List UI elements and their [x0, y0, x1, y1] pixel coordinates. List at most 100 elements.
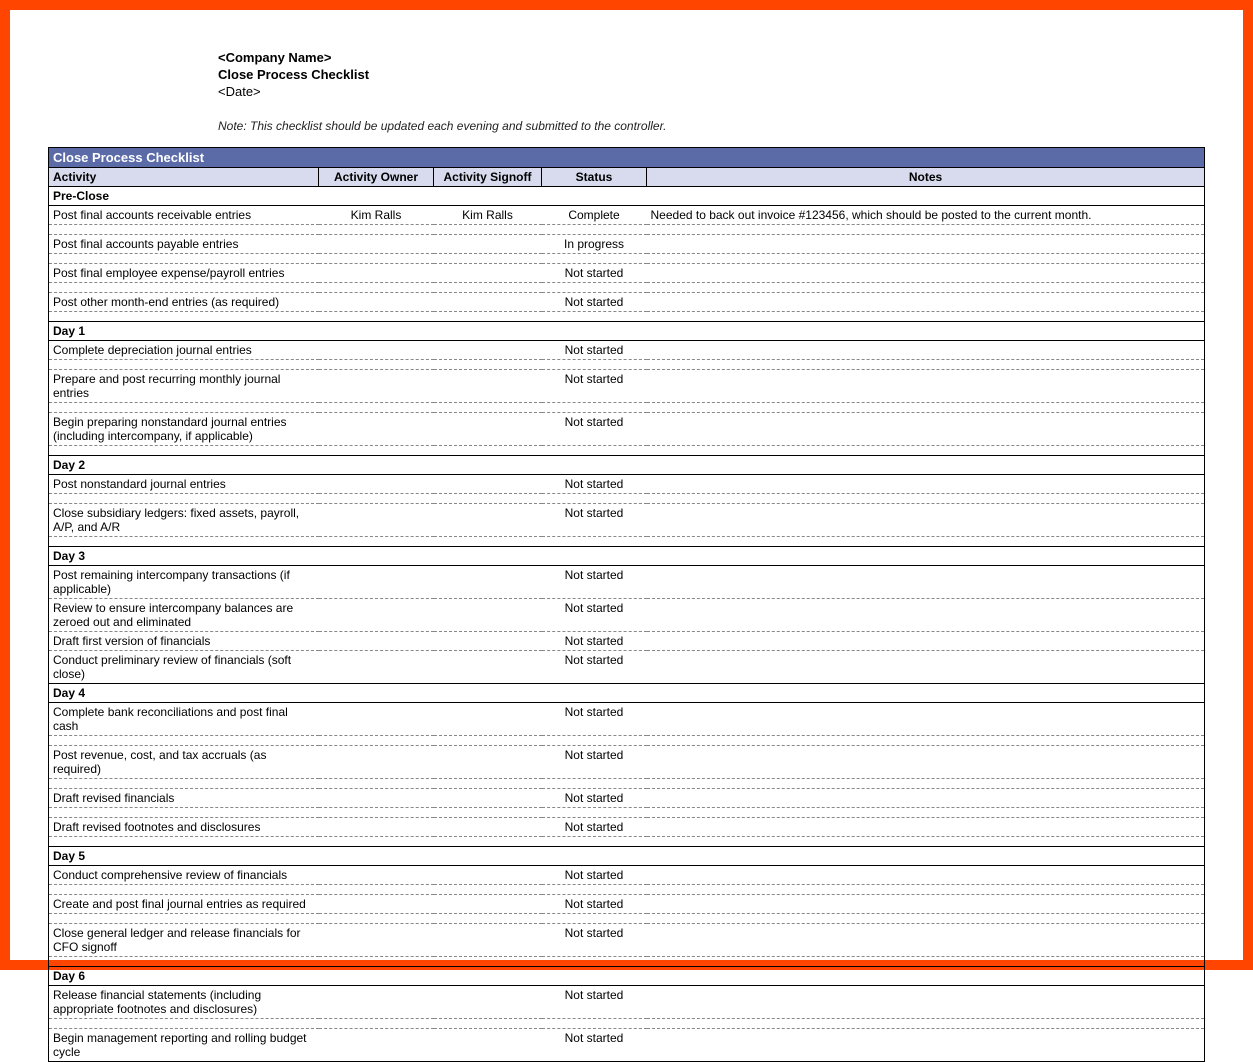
- cell-owner: [319, 650, 434, 683]
- cell-status: Not started: [542, 565, 647, 598]
- row-spacer: [49, 282, 1205, 292]
- cell-owner: [319, 865, 434, 884]
- table-row: Post remaining intercompany transactions…: [49, 565, 1205, 598]
- cell-activity: Draft revised financials: [49, 788, 319, 807]
- cell-signoff: [434, 292, 542, 311]
- cell-activity: Post final employee expense/payroll entr…: [49, 263, 319, 282]
- cell-owner: [319, 1028, 434, 1061]
- cell-notes: [647, 817, 1205, 836]
- section-header: Day 2: [49, 455, 1205, 474]
- table-row: Begin preparing nonstandard journal entr…: [49, 412, 1205, 445]
- cell-notes: [647, 598, 1205, 631]
- checklist-table: Close Process ChecklistActivityActivity …: [48, 147, 1205, 1062]
- cell-owner: [319, 817, 434, 836]
- cell-notes: [647, 340, 1205, 359]
- cell-activity: Begin preparing nonstandard journal entr…: [49, 412, 319, 445]
- cell-signoff: [434, 598, 542, 631]
- cell-signoff: Kim Ralls: [434, 205, 542, 224]
- section-header: Day 3: [49, 546, 1205, 565]
- table-row: Post final accounts payable entriesIn pr…: [49, 234, 1205, 253]
- cell-signoff: [434, 1028, 542, 1061]
- cell-activity: Post nonstandard journal entries: [49, 474, 319, 493]
- table-row: Review to ensure intercompany balances a…: [49, 598, 1205, 631]
- cell-status: Not started: [542, 650, 647, 683]
- cell-signoff: [434, 369, 542, 402]
- table-row: Conduct comprehensive review of financia…: [49, 865, 1205, 884]
- cell-notes: [647, 650, 1205, 683]
- cell-status: Not started: [542, 292, 647, 311]
- section-label: Day 2: [49, 455, 319, 474]
- cell-activity: Complete bank reconciliations and post f…: [49, 702, 319, 735]
- cell-activity: Conduct preliminary review of financials…: [49, 650, 319, 683]
- cell-status: Not started: [542, 817, 647, 836]
- section-header: Pre-Close: [49, 186, 1205, 205]
- cell-notes: [647, 503, 1205, 536]
- section-header: Day 5: [49, 846, 1205, 865]
- cell-owner: [319, 894, 434, 913]
- cell-status: Complete: [542, 205, 647, 224]
- cell-status: Not started: [542, 503, 647, 536]
- table-title: Close Process Checklist: [49, 147, 1205, 167]
- cell-signoff: [434, 894, 542, 913]
- cell-activity: Complete depreciation journal entries: [49, 340, 319, 359]
- table-row: Post other month-end entries (as require…: [49, 292, 1205, 311]
- cell-owner: [319, 745, 434, 778]
- row-spacer: [49, 1018, 1205, 1028]
- cell-notes: [647, 865, 1205, 884]
- cell-owner: [319, 565, 434, 598]
- cell-signoff: [434, 702, 542, 735]
- cell-signoff: [434, 565, 542, 598]
- cell-signoff: [434, 865, 542, 884]
- table-row: Complete depreciation journal entriesNot…: [49, 340, 1205, 359]
- document-title: Close Process Checklist: [218, 67, 1205, 84]
- cell-notes: Needed to back out invoice #123456, whic…: [647, 205, 1205, 224]
- table-row: Close general ledger and release financi…: [49, 923, 1205, 956]
- table-row: Draft first version of financialsNot sta…: [49, 631, 1205, 650]
- section-label: Day 1: [49, 321, 319, 340]
- cell-activity: Post other month-end entries (as require…: [49, 292, 319, 311]
- section-label: Day 5: [49, 846, 319, 865]
- cell-notes: [647, 234, 1205, 253]
- cell-notes: [647, 369, 1205, 402]
- cell-signoff: [434, 412, 542, 445]
- cell-notes: [647, 1028, 1205, 1061]
- section-header: Day 6: [49, 966, 1205, 985]
- cell-signoff: [434, 234, 542, 253]
- row-spacer: [49, 224, 1205, 234]
- cell-signoff: [434, 263, 542, 282]
- table-row: Conduct preliminary review of financials…: [49, 650, 1205, 683]
- cell-owner: Kim Ralls: [319, 205, 434, 224]
- cell-owner: [319, 631, 434, 650]
- row-spacer: [49, 402, 1205, 412]
- cell-notes: [647, 745, 1205, 778]
- cell-activity: Begin management reporting and rolling b…: [49, 1028, 319, 1061]
- cell-signoff: [434, 788, 542, 807]
- cell-signoff: [434, 503, 542, 536]
- column-header: Activity Owner: [319, 167, 434, 186]
- cell-notes: [647, 788, 1205, 807]
- column-header: Status: [542, 167, 647, 186]
- cell-notes: [647, 631, 1205, 650]
- cell-notes: [647, 412, 1205, 445]
- cell-status: Not started: [542, 865, 647, 884]
- cell-owner: [319, 340, 434, 359]
- row-spacer: [49, 913, 1205, 923]
- column-header: Activity: [49, 167, 319, 186]
- cell-status: Not started: [542, 631, 647, 650]
- document-date: <Date>: [218, 84, 1205, 101]
- cell-status: Not started: [542, 702, 647, 735]
- row-spacer: [49, 445, 1205, 455]
- cell-notes: [647, 474, 1205, 493]
- table-row: Release financial statements (including …: [49, 985, 1205, 1018]
- cell-activity: Close subsidiary ledgers: fixed assets, …: [49, 503, 319, 536]
- cell-status: Not started: [542, 788, 647, 807]
- cell-status: Not started: [542, 1028, 647, 1061]
- table-row: Post revenue, cost, and tax accruals (as…: [49, 745, 1205, 778]
- row-spacer: [49, 253, 1205, 263]
- cell-signoff: [434, 474, 542, 493]
- cell-activity: Post final accounts receivable entries: [49, 205, 319, 224]
- cell-signoff: [434, 650, 542, 683]
- table-row: Create and post final journal entries as…: [49, 894, 1205, 913]
- cell-activity: Close general ledger and release financi…: [49, 923, 319, 956]
- cell-notes: [647, 985, 1205, 1018]
